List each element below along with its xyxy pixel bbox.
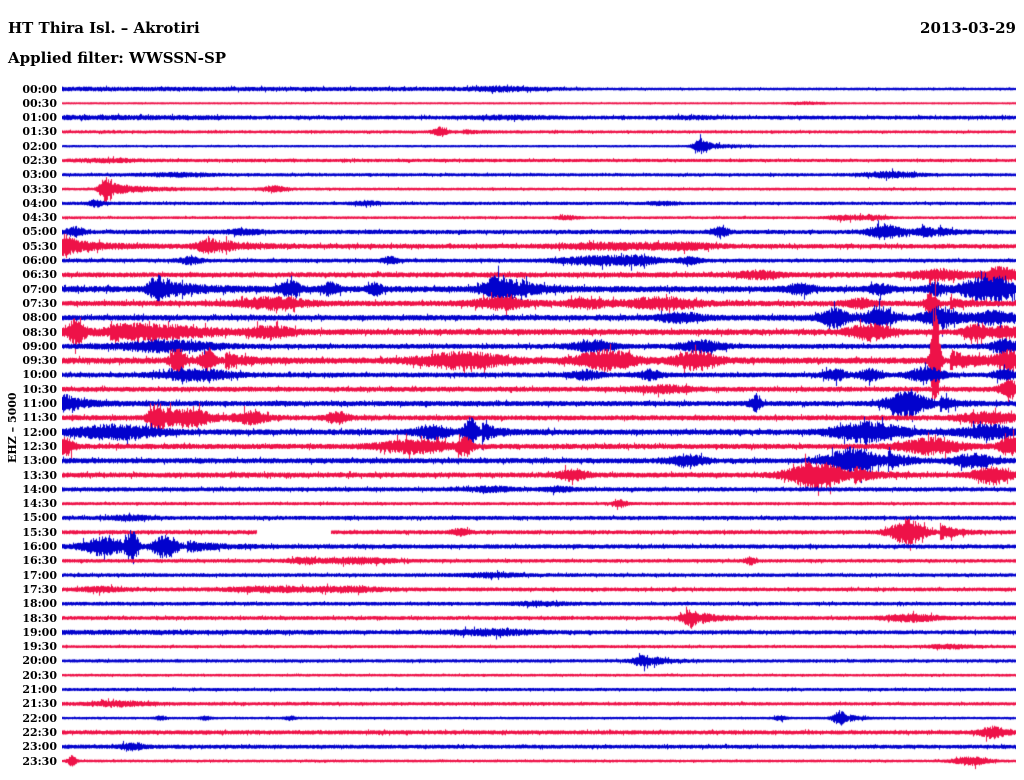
row-time-label: 12:30 <box>22 439 57 453</box>
row-time-label: 14:00 <box>22 482 57 496</box>
row-time-label: 22:00 <box>22 711 57 725</box>
row-time-label: 19:00 <box>22 625 57 639</box>
row-time-label: 05:00 <box>22 225 57 239</box>
row-time-label: 08:00 <box>22 311 57 325</box>
filter-label: Applied filter: WWSSN-SP <box>8 49 227 67</box>
row-time-label: 03:00 <box>22 168 57 182</box>
row-time-label: 21:30 <box>22 697 57 711</box>
row-time-label: 09:00 <box>22 339 57 353</box>
row-time-label: 18:30 <box>22 611 57 625</box>
row-time-label: 16:00 <box>22 540 57 554</box>
row-time-label: 15:00 <box>22 511 57 525</box>
date-label: 2013-03-29 <box>920 19 1016 37</box>
row-time-label: 13:30 <box>22 468 57 482</box>
page-title: HT Thira Isl. – Akrotiri <box>8 19 200 37</box>
helicorder-traces <box>62 80 1016 780</box>
row-time-label: 23:30 <box>22 754 57 768</box>
row-time-label: 19:30 <box>22 640 57 654</box>
row-time-label: 09:30 <box>22 354 57 368</box>
row-time-label: 02:00 <box>22 139 57 153</box>
row-time-label: 10:00 <box>22 368 57 382</box>
row-time-label: 00:30 <box>22 96 57 110</box>
row-time-label: 23:00 <box>22 740 57 754</box>
row-time-label: 02:30 <box>22 153 57 167</box>
row-time-label: 20:30 <box>22 668 57 682</box>
row-time-label: 15:30 <box>22 525 57 539</box>
row-time-label: 10:30 <box>22 382 57 396</box>
row-time-label: 21:00 <box>22 683 57 697</box>
row-time-label: 01:00 <box>22 111 57 125</box>
row-time-label: 12:00 <box>22 425 57 439</box>
row-time-label: 08:30 <box>22 325 57 339</box>
row-time-label: 11:30 <box>22 411 57 425</box>
row-time-label: 07:30 <box>22 296 57 310</box>
row-time-label: 20:00 <box>22 654 57 668</box>
row-time-label: 17:00 <box>22 568 57 582</box>
row-time-label: 06:00 <box>22 254 57 268</box>
row-time-label: 22:30 <box>22 725 57 739</box>
row-time-label: 04:00 <box>22 196 57 210</box>
row-time-label: 16:30 <box>22 554 57 568</box>
row-time-label: 04:30 <box>22 211 57 225</box>
row-time-label: 13:00 <box>22 454 57 468</box>
row-time-label: 03:30 <box>22 182 57 196</box>
row-time-label: 01:30 <box>22 125 57 139</box>
row-time-label: 07:00 <box>22 282 57 296</box>
row-time-label: 18:00 <box>22 597 57 611</box>
row-time-label: 14:30 <box>22 497 57 511</box>
row-time-label: 00:00 <box>22 82 57 96</box>
row-time-label: 11:00 <box>22 397 57 411</box>
row-time-label: 06:30 <box>22 268 57 282</box>
row-time-label: 05:30 <box>22 239 57 253</box>
row-time-label: 17:30 <box>22 582 57 596</box>
